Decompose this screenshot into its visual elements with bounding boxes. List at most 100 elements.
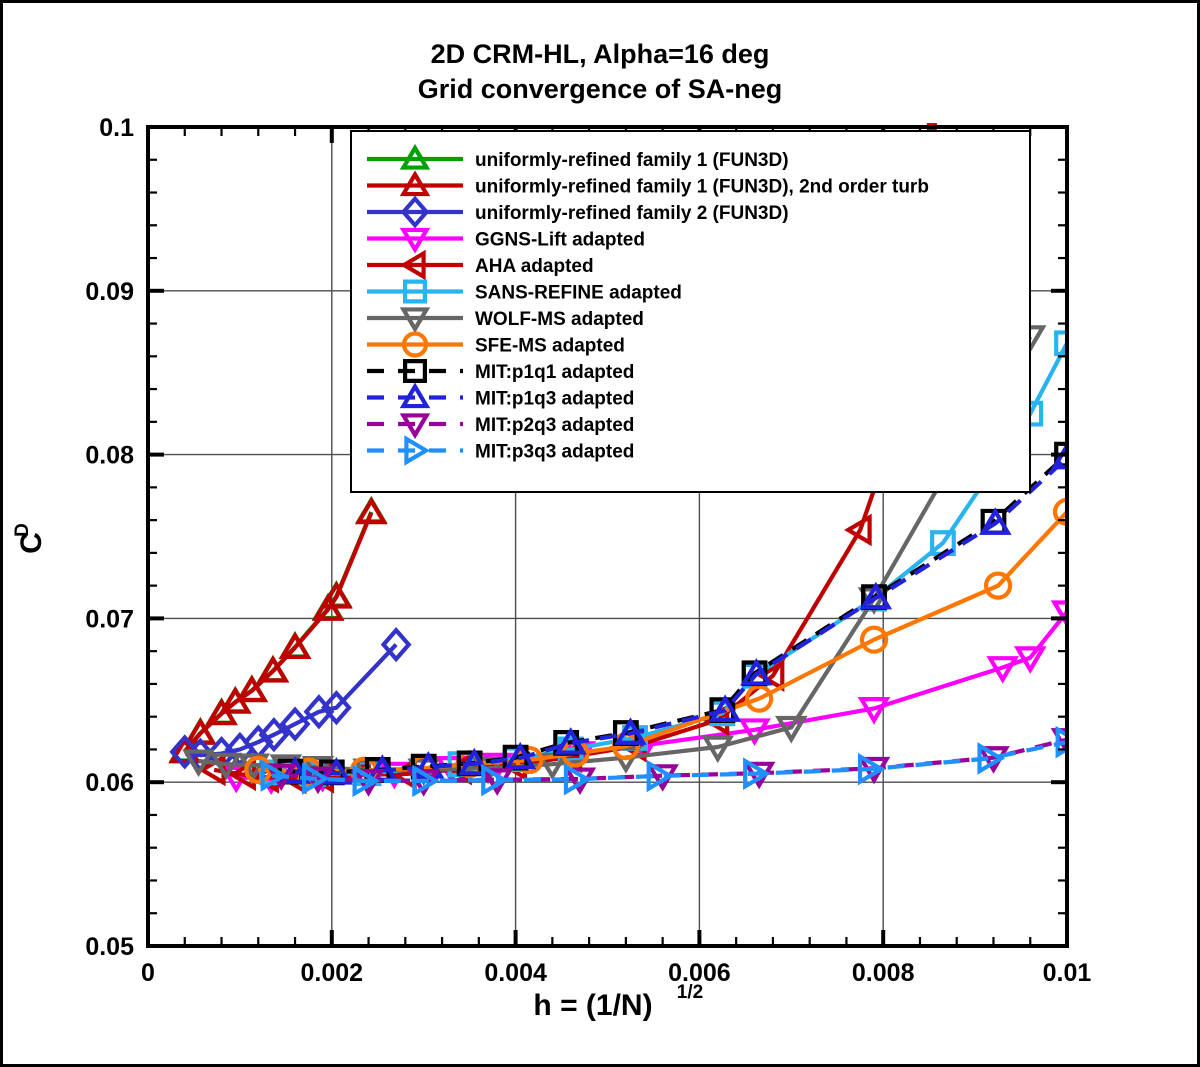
x-tick-label: 0.008 [852, 959, 915, 987]
data-point-marker [235, 674, 269, 703]
data-point-marker [775, 715, 808, 744]
data-point-marker [930, 530, 956, 556]
legend-label: uniformly-refined family 2 (FUN3D) [475, 203, 789, 224]
legend-item-5[interactable]: SANS-REFINE adapted [367, 279, 682, 304]
data-point-marker [380, 627, 412, 663]
data-point-marker [1054, 330, 1067, 357]
y-axis-title-subscript: D [12, 523, 33, 537]
data-point-marker [743, 757, 771, 790]
data-point-marker [399, 170, 431, 197]
legend-item-0[interactable]: uniformly-refined family 1 (FUN3D) [367, 143, 789, 171]
legend-item-6[interactable]: WOLF-MS adapted [367, 307, 644, 334]
series-line [184, 643, 398, 758]
data-point-marker [1052, 497, 1067, 527]
y-tick-label: 0.06 [85, 769, 134, 797]
y-tick-label: 0.07 [85, 605, 134, 633]
data-point-marker [352, 764, 381, 798]
data-point-marker [515, 745, 544, 775]
legend-item-11[interactable]: MIT:p3q3 adapted [367, 435, 634, 466]
data-point-marker [481, 763, 509, 797]
data-point-marker [986, 656, 1019, 684]
x-axis-title-main: h = (1/N) [533, 989, 652, 1022]
data-point-marker [977, 742, 1006, 775]
y-tick-label: 0.09 [85, 278, 134, 306]
data-point-marker [756, 659, 785, 693]
legend-label: MIT:p1q1 adapted [475, 362, 634, 383]
data-point-marker [859, 625, 889, 654]
grid-convergence-chart: 2D CRM-HL, Alpha=16 deg Grid convergence… [12, 39, 1091, 1022]
data-point-marker [209, 752, 243, 781]
data-point-marker [1050, 600, 1067, 628]
data-point-marker [503, 741, 537, 770]
legend-label: MIT:p1q3 adapted [475, 389, 634, 410]
data-point-marker [554, 727, 588, 755]
data-point-marker [614, 717, 647, 745]
data-point-marker [1050, 728, 1067, 756]
y-axis-title: C D [12, 523, 48, 554]
tick-labels: 0 0.002 0.004 0.006 0.008 0.01 0.05 0.06 0.07 0.0… [85, 114, 1091, 987]
legend-box [350, 130, 1031, 493]
data-point-marker [1055, 725, 1067, 759]
series-0 [168, 495, 388, 763]
data-point-marker [1013, 646, 1047, 674]
data-point-marker [979, 507, 1012, 535]
data-point-marker [399, 382, 431, 409]
series-line [281, 737, 1067, 783]
legend-label: MIT:p2q3 adapted [475, 415, 634, 436]
data-point-marker [412, 764, 440, 798]
x-tick-label: 0.002 [301, 959, 364, 987]
data-point-marker [859, 581, 893, 610]
data-point-marker [182, 749, 215, 778]
y-tick-label: 0.1 [99, 114, 134, 142]
data-point-marker [355, 496, 388, 525]
data-point-marker [278, 631, 312, 660]
data-point-marker [256, 655, 290, 683]
y-tick-label: 0.08 [85, 442, 134, 470]
legend-item-10[interactable]: MIT:p2q3 adapted [367, 413, 634, 440]
data-point-marker [403, 359, 427, 383]
data-point-marker [399, 249, 426, 281]
chart-title: 2D CRM-HL, Alpha=16 deg [431, 39, 770, 69]
legend-item-2[interactable]: uniformly-refined family 2 (FUN3D) [367, 195, 789, 229]
x-tick-label: 0.004 [484, 959, 547, 987]
x-tick-label: 0.006 [668, 959, 731, 987]
x-tick-label: 0 [141, 959, 155, 987]
data-point-marker [399, 143, 431, 170]
chart-subtitle: Grid convergence of SA-neg [418, 74, 783, 104]
data-point-marker [457, 747, 491, 776]
series-11 [260, 725, 1067, 798]
x-axis-title-superscript: 1/2 [677, 982, 703, 1003]
legend-label: WOLF-MS adapted [475, 309, 644, 330]
data-point-marker [303, 694, 335, 730]
data-point-marker [366, 754, 399, 782]
plot-frame [146, 125, 1069, 948]
legend-label: AHA adapted [475, 256, 594, 277]
legend-item-9[interactable]: MIT:p1q3 adapted [367, 382, 634, 410]
series-layer [168, 123, 1067, 798]
data-point-marker [399, 413, 431, 440]
data-point-marker [320, 580, 353, 609]
data-point-marker [738, 718, 771, 746]
data-point-marker [258, 717, 290, 753]
legend-item-7[interactable]: SFE-MS adapted [367, 331, 625, 358]
data-point-marker [399, 227, 431, 254]
data-point-marker [844, 513, 872, 547]
data-point-marker [1054, 441, 1067, 468]
data-point-marker [983, 571, 1013, 600]
legend-item-1[interactable]: uniformly-refined family 1 (FUN3D), 2nd … [367, 170, 929, 198]
legend-item-4[interactable]: AHA adapted [367, 249, 594, 281]
legend-label: uniformly-refined family 1 (FUN3D), 2nd … [475, 177, 929, 198]
data-point-marker [260, 759, 289, 792]
legend-item-3[interactable]: GGNS-Lift adapted [367, 227, 645, 254]
legend-item-8[interactable]: MIT:p1q1 adapted [367, 359, 634, 383]
data-point-marker [279, 706, 311, 742]
legend: uniformly-refined family 1 (FUN3D) unifor… [350, 130, 1031, 493]
legend-label: MIT:p3q3 adapted [475, 442, 634, 463]
legend-label: uniformly-refined family 1 (FUN3D) [475, 150, 789, 171]
y-axis-title-main: C [15, 532, 48, 554]
x-tick-label: 0.01 [1043, 959, 1092, 987]
legend-label: SANS-REFINE adapted [475, 283, 682, 304]
data-point-marker [399, 307, 431, 334]
data-point-marker [401, 331, 429, 358]
